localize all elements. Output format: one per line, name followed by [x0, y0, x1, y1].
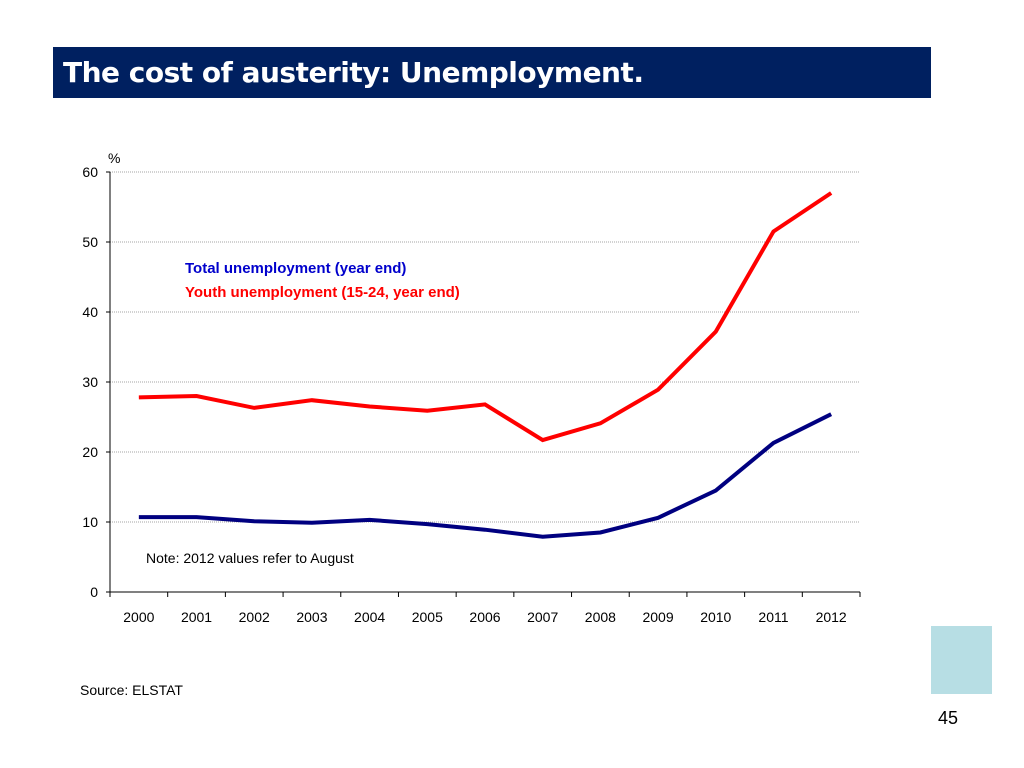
series-line-total	[138, 412, 833, 539]
page-number: 45	[938, 708, 959, 728]
chart-note: Note: 2012 values refer to August	[146, 550, 354, 566]
x-tick-label: 2012	[816, 609, 847, 625]
y-tick-label: 60	[82, 164, 98, 180]
x-tick-label: 2003	[296, 609, 327, 625]
y-tick-label: 0	[90, 584, 98, 600]
legend-youth: Youth unemployment (15-24, year end)	[185, 284, 460, 301]
x-tick-label: 2006	[469, 609, 500, 625]
decorative-square	[931, 626, 992, 694]
y-axis-unit: %	[108, 150, 120, 166]
x-tick-label: 2011	[758, 609, 788, 625]
y-tick-label: 30	[82, 374, 98, 390]
x-tick-label: 2007	[527, 609, 558, 625]
y-tick-label: 10	[82, 514, 98, 530]
y-tick-label: 40	[82, 304, 98, 320]
series-line-youth	[138, 191, 833, 443]
source-note: Source: ELSTAT	[80, 682, 183, 698]
y-tick-label: 20	[82, 444, 98, 460]
x-tick-label: 2001	[181, 609, 212, 625]
x-tick-label: 2002	[239, 609, 270, 625]
title-bar: The cost of austerity: Unemployment.	[53, 47, 931, 98]
legend-total: Total unemployment (year end)	[185, 260, 406, 277]
x-tick-label: 2005	[412, 609, 443, 625]
x-tick-label: 2008	[585, 609, 616, 625]
x-tick-label: 2009	[642, 609, 673, 625]
y-tick-label: 50	[82, 234, 98, 250]
x-tick-label: 2010	[700, 609, 731, 625]
x-tick-label: 2000	[123, 609, 154, 625]
slide-title: The cost of austerity: Unemployment.	[63, 56, 644, 89]
x-tick-label: 2004	[354, 609, 385, 625]
